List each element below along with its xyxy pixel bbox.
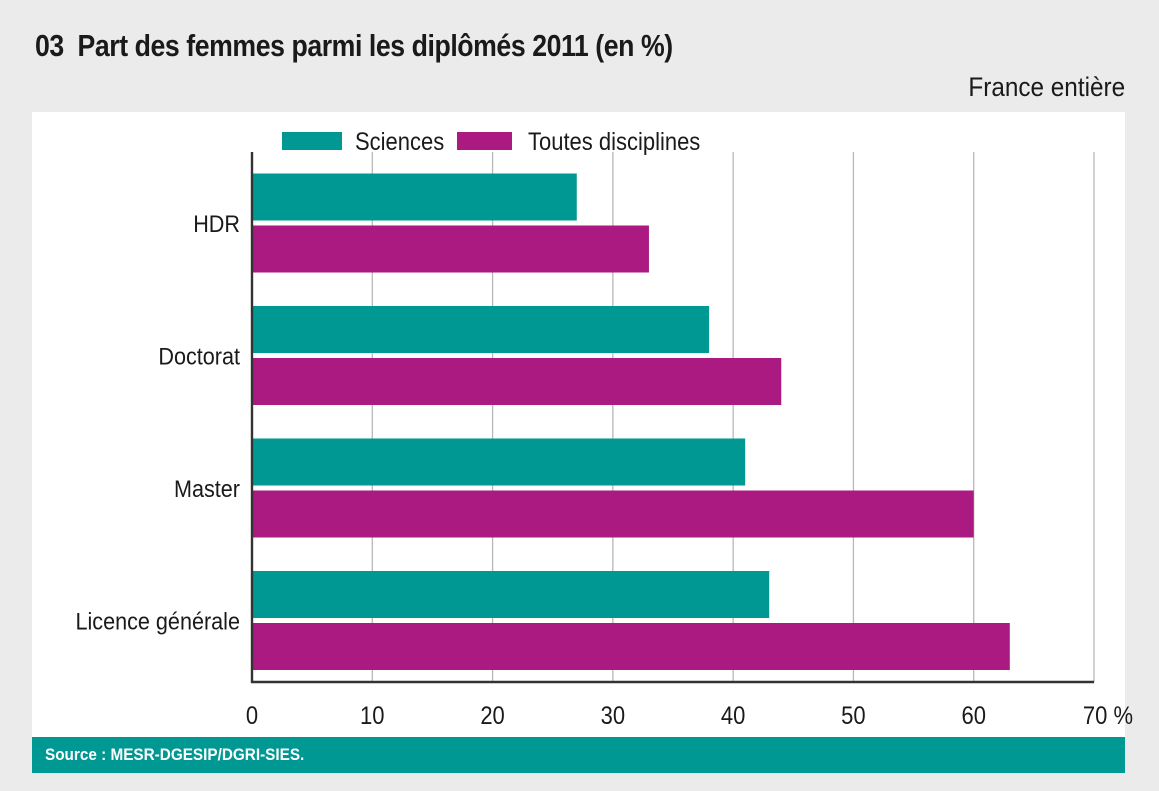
tick-labels: 0 10 20 30 40 50 60 70 %: [246, 702, 1133, 730]
bar-toutes-disciplines: [252, 623, 1010, 670]
chart-subtitle: France entière: [968, 72, 1125, 102]
bar-sciences: [252, 571, 770, 618]
bar-toutes-disciplines: [252, 358, 782, 405]
legend: Sciences Toutes disciplines: [282, 128, 700, 156]
bars: [252, 173, 1010, 670]
category-label: Doctorat: [158, 342, 240, 369]
bar-sciences: [252, 173, 577, 221]
chart-title-text: Part des femmes parmi les diplômés 2011 …: [77, 28, 674, 63]
x-tick-label: 40: [721, 702, 745, 730]
category-label: Master: [174, 475, 240, 502]
x-tick-label: 10: [360, 702, 384, 730]
x-tick-label: 50: [841, 702, 865, 730]
category-labels: HDR Doctorat Master Licence générale: [75, 210, 240, 635]
category-label: HDR: [193, 210, 240, 237]
legend-swatch: [282, 132, 342, 150]
source-bar: Source : MESR-DGESIP/DGRI-SIES.: [32, 737, 1125, 773]
bar-sciences: [252, 438, 746, 486]
x-tick-label: 30: [601, 702, 625, 730]
chart-number: 03: [35, 28, 64, 63]
bar-sciences: [252, 306, 710, 353]
chart-title: 03 Part des femmes parmi les diplômés 201…: [35, 28, 673, 64]
x-tick-label: 60: [961, 702, 985, 730]
bar-toutes-disciplines: [252, 490, 974, 538]
bar-toutes-disciplines: [252, 225, 649, 273]
category-label: Licence générale: [75, 607, 240, 634]
source-text: Source : MESR-DGESIP/DGRI-SIES.: [45, 745, 305, 764]
legend-label: Sciences: [355, 128, 444, 156]
bar-chart: HDR Doctorat Master Licence générale 0 10 20 3…: [75, 128, 1133, 730]
legend-label: Toutes disciplines: [528, 128, 700, 156]
legend-swatch: [457, 132, 512, 150]
x-tick-label: 20: [480, 702, 504, 730]
x-tick-label: 70 %: [1083, 702, 1133, 730]
axes: [250, 152, 1094, 684]
x-tick-label: 0: [246, 702, 258, 730]
